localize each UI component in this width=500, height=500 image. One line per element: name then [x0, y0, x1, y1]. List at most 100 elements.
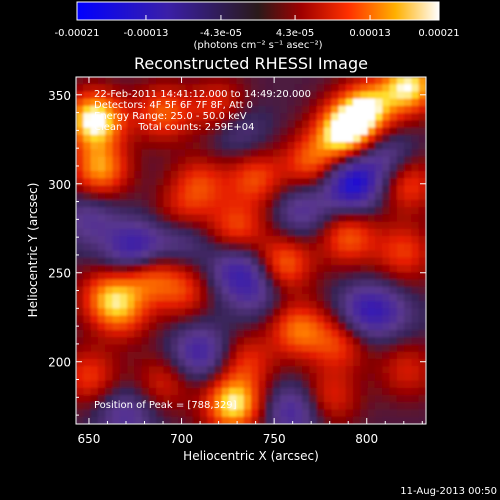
- heatmap-cell: [105, 149, 114, 158]
- heatmap-cell: [316, 416, 325, 424]
- heatmap-cell: [294, 199, 303, 208]
- heatmap-cell: [105, 308, 114, 317]
- heatmap-cell: [309, 308, 318, 317]
- heatmap-cell: [112, 120, 121, 129]
- heatmap-cell: [112, 142, 121, 150]
- heatmap-cell: [323, 236, 332, 244]
- heatmap-cell: [192, 395, 201, 403]
- heatmap-cell: [374, 351, 383, 360]
- heatmap-cell: [156, 315, 165, 324]
- heatmap-cell: [265, 373, 274, 382]
- heatmap-cell: [309, 221, 318, 230]
- heatmap-cell: [251, 315, 259, 324]
- heatmap-cell: [105, 402, 114, 411]
- heatmap-cell: [280, 156, 289, 165]
- heatmap-cell: [192, 250, 201, 259]
- heatmap-cell: [280, 250, 289, 259]
- heatmap-cell: [265, 301, 274, 309]
- heatmap-cell: [236, 322, 245, 331]
- heatmap-cell: [229, 330, 238, 338]
- heatmap-cell: [170, 207, 179, 215]
- heatmap-cell: [338, 105, 347, 114]
- heatmap-cell: [411, 409, 420, 418]
- heatmap-cell: [112, 387, 121, 396]
- heatmap-cell: [367, 243, 376, 252]
- heatmap-cell: [309, 366, 318, 374]
- heatmap-cell: [207, 351, 216, 360]
- heatmap-cell: [192, 178, 201, 187]
- heatmap-cell: [367, 301, 376, 309]
- heatmap-cell: [294, 120, 303, 129]
- heatmap-cell: [389, 105, 398, 114]
- heatmap-cell: [214, 221, 223, 230]
- heatmap-cell: [141, 77, 150, 85]
- heatmap-cell: [185, 98, 194, 107]
- heatmap-cell: [411, 127, 420, 136]
- heatmap-cell: [411, 77, 420, 85]
- heatmap-cell: [163, 380, 172, 389]
- heatmap-cell: [338, 409, 347, 418]
- heatmap-cell: [156, 127, 165, 136]
- heatmap-cell: [338, 358, 347, 367]
- heatmap-cell: [156, 77, 165, 85]
- heatmap-cell: [105, 163, 114, 172]
- heatmap-cell: [265, 199, 274, 208]
- heatmap-cell: [294, 142, 303, 150]
- heatmap-cell: [396, 105, 405, 114]
- heatmap-cell: [280, 192, 289, 201]
- colorbar-tick-label: -4.3e-05: [200, 28, 242, 39]
- heatmap-cell: [374, 402, 383, 411]
- heatmap-cell: [127, 84, 135, 93]
- heatmap-cell: [294, 308, 303, 317]
- heatmap-cell: [178, 236, 186, 244]
- heatmap-cell: [83, 228, 92, 237]
- heatmap-cell: [243, 120, 252, 129]
- heatmap-cell: [163, 192, 172, 201]
- heatmap-cell: [236, 142, 245, 150]
- heatmap-cell: [272, 105, 281, 114]
- heatmap-cell: [323, 351, 332, 360]
- heatmap-cell: [236, 344, 245, 353]
- heatmap-cell: [287, 243, 296, 252]
- heatmap-cell: [265, 395, 274, 403]
- heatmap-cell: [119, 113, 128, 121]
- heatmap-cell: [76, 127, 84, 136]
- heatmap-cell: [156, 236, 165, 244]
- heatmap-cell: [382, 301, 391, 309]
- heatmap-cell: [345, 77, 354, 85]
- heatmap-cell: [382, 98, 391, 107]
- heatmap-cell: [141, 170, 150, 179]
- heatmap-cell: [382, 358, 391, 367]
- heatmap-cell: [280, 315, 289, 324]
- heatmap-cell: [258, 170, 267, 179]
- heatmap-cell: [170, 105, 179, 114]
- heatmap-cell: [323, 264, 332, 273]
- heatmap-cell: [207, 163, 216, 172]
- heatmap-cell: [127, 272, 135, 281]
- heatmap-cell: [411, 163, 420, 172]
- heatmap-cell: [199, 134, 208, 143]
- heatmap-cell: [76, 77, 84, 85]
- heatmap-cell: [382, 163, 391, 172]
- heatmap-cell: [353, 84, 361, 93]
- heatmap-cell: [163, 178, 172, 187]
- heatmap-cell: [229, 250, 238, 259]
- heatmap-cell: [418, 358, 426, 367]
- heatmap-cell: [76, 257, 84, 266]
- heatmap-cell: [272, 149, 281, 158]
- heatmap-cell: [148, 91, 157, 100]
- heatmap-cell: [302, 134, 310, 143]
- heatmap-cell: [404, 395, 413, 403]
- heatmap-cell: [309, 344, 318, 353]
- heatmap-cell: [404, 380, 413, 389]
- heatmap-cell: [251, 243, 259, 252]
- heatmap-cell: [178, 84, 186, 93]
- heatmap-cell: [192, 264, 201, 273]
- heatmap-cell: [229, 221, 238, 230]
- heatmap-cell: [221, 387, 230, 396]
- heatmap-cell: [338, 279, 347, 288]
- heatmap-cell: [170, 402, 179, 411]
- heatmap-cell: [280, 142, 289, 150]
- heatmap-cell: [97, 301, 106, 309]
- heatmap-cell: [360, 330, 369, 338]
